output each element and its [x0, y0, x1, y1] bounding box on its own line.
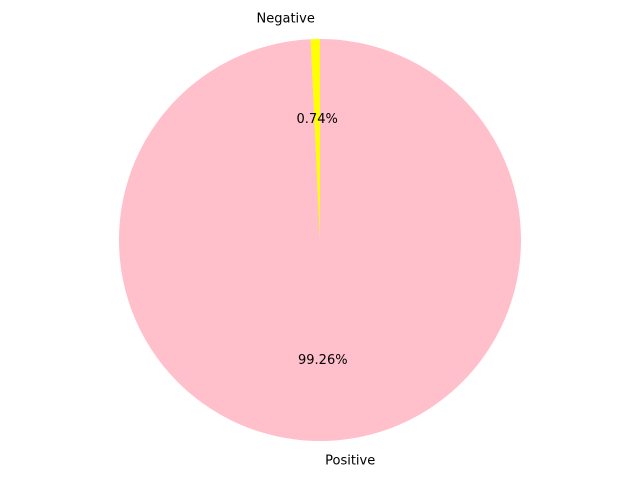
pie-slice-positive: [118, 39, 521, 441]
pie-slice-negative: [310, 39, 320, 240]
pie-category-label: Negative: [257, 11, 315, 26]
pie-percent-label: 0.74%: [297, 112, 338, 127]
pie-slices: [118, 39, 521, 441]
pie-category-label: Positive: [325, 454, 375, 469]
pie-percent-label: 99.26%: [298, 353, 348, 368]
pie-labels: 0.74% Negative 99.26% Positive: [257, 11, 376, 468]
